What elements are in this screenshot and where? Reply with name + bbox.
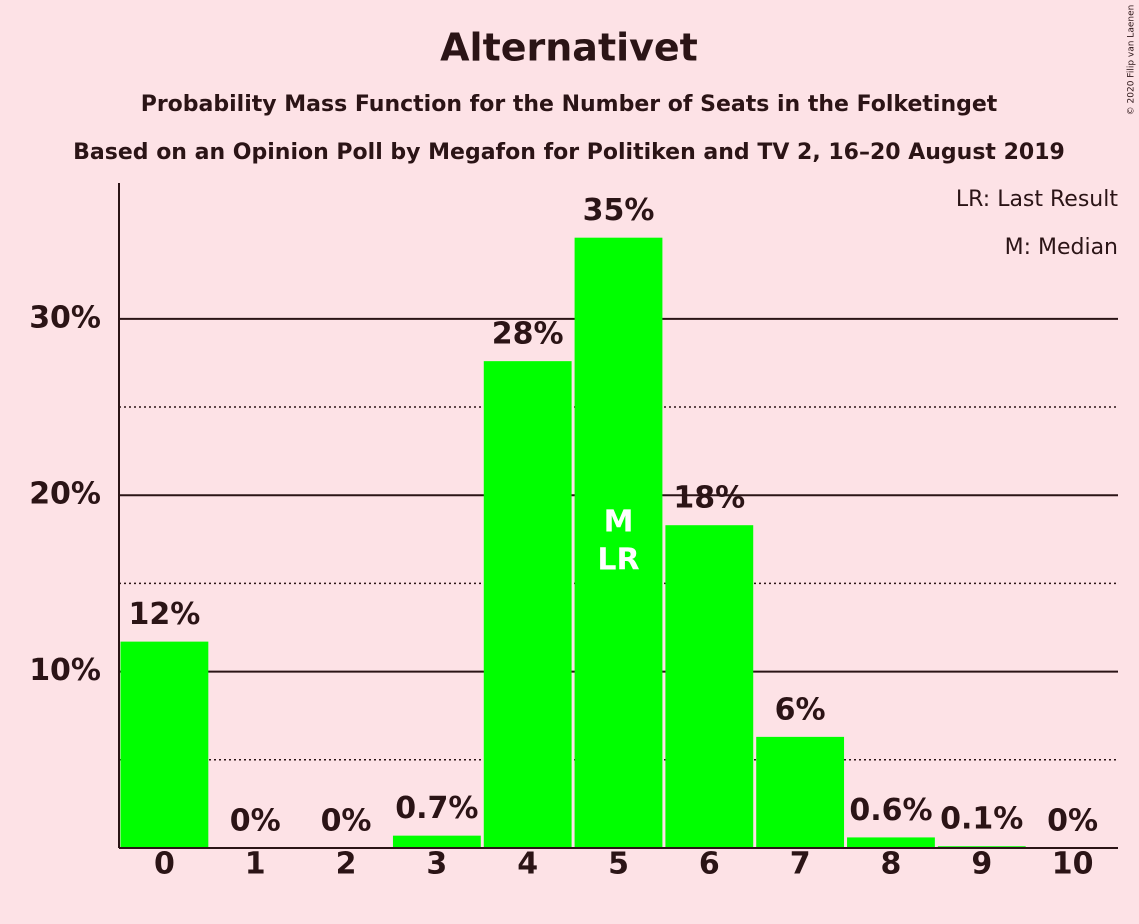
x-tick-label: 5: [608, 847, 629, 882]
x-tick-label: 7: [790, 847, 811, 882]
y-tick-label: 30%: [29, 300, 101, 335]
x-tick-label: 9: [971, 847, 992, 882]
legend-entry: M: Median: [1005, 235, 1118, 260]
bars: [120, 237, 1026, 848]
bar: [120, 641, 209, 848]
bar: [483, 361, 572, 848]
x-tick-label: 3: [426, 847, 447, 882]
y-tick-label: 20%: [29, 477, 101, 512]
value-label: 28%: [492, 317, 564, 352]
value-label: 18%: [673, 481, 745, 516]
x-tick-label: 8: [881, 847, 902, 882]
chart-subtitle: Probability Mass Function for the Number…: [141, 92, 998, 117]
bar: [392, 835, 481, 848]
value-label: 35%: [583, 193, 655, 228]
x-tick-label: 0: [154, 847, 175, 882]
chart-subtitle: Based on an Opinion Poll by Megafon for …: [73, 140, 1065, 165]
value-label: 0.1%: [940, 802, 1023, 837]
bar: [574, 237, 663, 848]
value-label: 12%: [129, 597, 201, 632]
bar: [665, 525, 754, 848]
bar: [756, 736, 845, 848]
last-result-marker: LR: [597, 542, 639, 577]
bar: [847, 837, 935, 848]
value-label: 0%: [230, 804, 281, 839]
copyright: © 2020 Filip van Laenen: [1127, 5, 1137, 116]
x-tick-label: 1: [245, 847, 266, 882]
value-label: 6%: [775, 692, 826, 727]
y-tick-label: 10%: [29, 653, 101, 688]
value-label: 0%: [1047, 804, 1098, 839]
chart-title: Alternativet: [440, 26, 698, 70]
value-label: 0.6%: [849, 793, 932, 828]
x-tick-label: 6: [699, 847, 720, 882]
x-tick-label: 10: [1052, 847, 1094, 882]
legend-entry: LR: Last Result: [956, 187, 1118, 212]
value-label: 0.7%: [395, 791, 478, 826]
value-label: 0%: [321, 804, 372, 839]
x-tick-label: 4: [517, 847, 538, 882]
x-tick-label: 2: [336, 847, 357, 882]
median-marker: M: [604, 504, 634, 539]
